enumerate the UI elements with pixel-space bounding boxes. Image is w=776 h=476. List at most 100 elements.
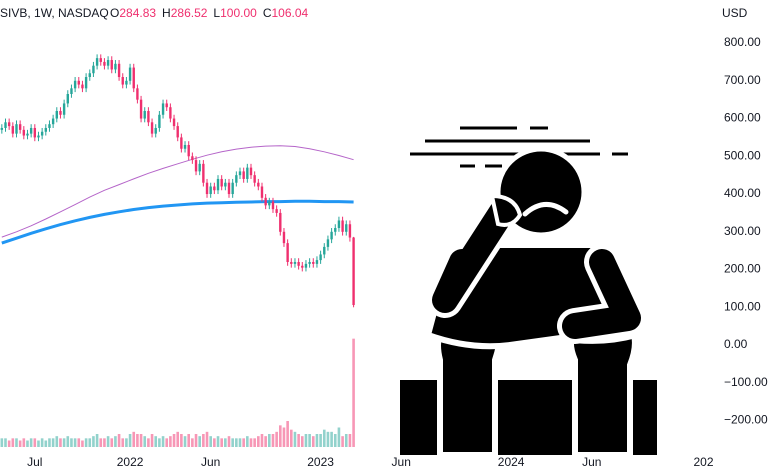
candle-body xyxy=(132,67,135,89)
volume-bar xyxy=(249,438,253,447)
plot xyxy=(0,54,355,447)
volume-bar xyxy=(37,440,40,447)
ohlc-value: 286.52 xyxy=(171,6,208,20)
volume-bar xyxy=(279,425,282,447)
candle-body xyxy=(33,127,37,138)
candle-body xyxy=(264,197,267,206)
candle-body xyxy=(209,186,212,195)
volume-bar xyxy=(88,438,92,447)
candle-body xyxy=(128,67,132,81)
candle-body xyxy=(341,220,344,232)
volume-bar xyxy=(92,436,95,447)
candle-body xyxy=(99,58,102,62)
volume-bar xyxy=(213,438,216,447)
volume-bar xyxy=(286,421,289,447)
candle-body xyxy=(235,175,238,183)
candle-body xyxy=(297,261,300,266)
candle-body xyxy=(220,178,223,187)
volume-bar xyxy=(275,431,278,447)
volume-bar xyxy=(70,438,73,447)
candle-body xyxy=(242,171,245,179)
volume-bar xyxy=(150,434,154,447)
candle-body xyxy=(121,77,124,85)
candle-body xyxy=(176,126,179,138)
volume-bar xyxy=(40,438,44,447)
volume-bar xyxy=(297,434,300,447)
x-tick-label: 2023 xyxy=(307,455,334,469)
volume-bar xyxy=(341,436,344,447)
sad-figure xyxy=(400,126,657,458)
volume-bar xyxy=(29,438,33,447)
y-tick-label: 600.00 xyxy=(724,111,761,125)
candle-body xyxy=(18,124,22,130)
candle-body xyxy=(125,80,128,85)
volume-bar xyxy=(66,436,70,447)
volume-bar xyxy=(121,438,125,447)
volume-bar xyxy=(143,436,147,447)
volume-bar xyxy=(268,434,271,447)
volume-bar xyxy=(154,436,158,447)
candle-body xyxy=(95,58,99,66)
candle-body xyxy=(161,103,165,115)
candle-body xyxy=(319,254,322,261)
x-tick-label: 202 xyxy=(693,455,713,469)
y-tick-label: 0.00 xyxy=(724,337,748,351)
candle-body xyxy=(26,133,29,136)
volume-bar xyxy=(22,438,26,447)
candle-body xyxy=(158,114,161,128)
volume-bar xyxy=(59,438,62,447)
candle-body xyxy=(154,127,157,134)
volume-bar xyxy=(11,438,15,447)
volume-bar xyxy=(220,438,223,447)
candle-body xyxy=(29,127,33,134)
x-tick-label: 2024 xyxy=(498,455,525,469)
candle-body xyxy=(231,182,234,195)
volume-bar xyxy=(319,434,322,447)
volume-bar xyxy=(304,434,308,447)
candle-body xyxy=(246,167,249,179)
candle-body xyxy=(308,261,311,264)
volume-bar xyxy=(330,431,333,447)
candle-body xyxy=(15,124,18,134)
candle-body xyxy=(106,60,110,66)
candle-body xyxy=(286,243,289,262)
candle-body xyxy=(22,129,26,136)
volume-bar xyxy=(194,434,198,447)
candle-body xyxy=(77,80,80,85)
y-tick-label: 800.00 xyxy=(724,35,761,49)
volume-bar xyxy=(128,434,132,447)
volume-bar xyxy=(158,438,161,447)
volume-bar xyxy=(33,438,37,447)
candle-body xyxy=(323,246,326,255)
volume-bar xyxy=(183,436,187,447)
volume-bar xyxy=(0,438,4,447)
candle-body xyxy=(198,163,201,172)
ohlc-value: 284.83 xyxy=(119,6,156,20)
volume-bar xyxy=(231,438,234,447)
volume-bar xyxy=(51,438,55,447)
candle-body xyxy=(7,122,11,127)
volume-bar xyxy=(242,438,245,447)
candle-body xyxy=(88,73,91,78)
volume-bar xyxy=(84,438,88,447)
candle-body xyxy=(238,171,242,176)
volume-bar xyxy=(117,434,121,447)
y-tick-label: 200.00 xyxy=(724,262,761,276)
y-tick-label: 700.00 xyxy=(724,73,761,87)
volume-bar xyxy=(344,434,348,447)
volume-bar xyxy=(311,436,315,447)
volume-bar xyxy=(209,436,212,447)
volume-bar xyxy=(55,436,59,447)
x-tick-label: Jun xyxy=(201,455,220,469)
candle-body xyxy=(66,94,69,104)
candle-body xyxy=(147,110,150,123)
volume-bar xyxy=(187,434,191,447)
x-tick-label: Jul xyxy=(27,455,42,469)
y-tick-label: 400.00 xyxy=(724,186,761,200)
volume-bar xyxy=(180,434,183,447)
x-tick-label: 2022 xyxy=(117,455,144,469)
candle-body xyxy=(81,84,84,89)
volume-bar xyxy=(176,431,180,447)
candle-body xyxy=(51,118,55,125)
